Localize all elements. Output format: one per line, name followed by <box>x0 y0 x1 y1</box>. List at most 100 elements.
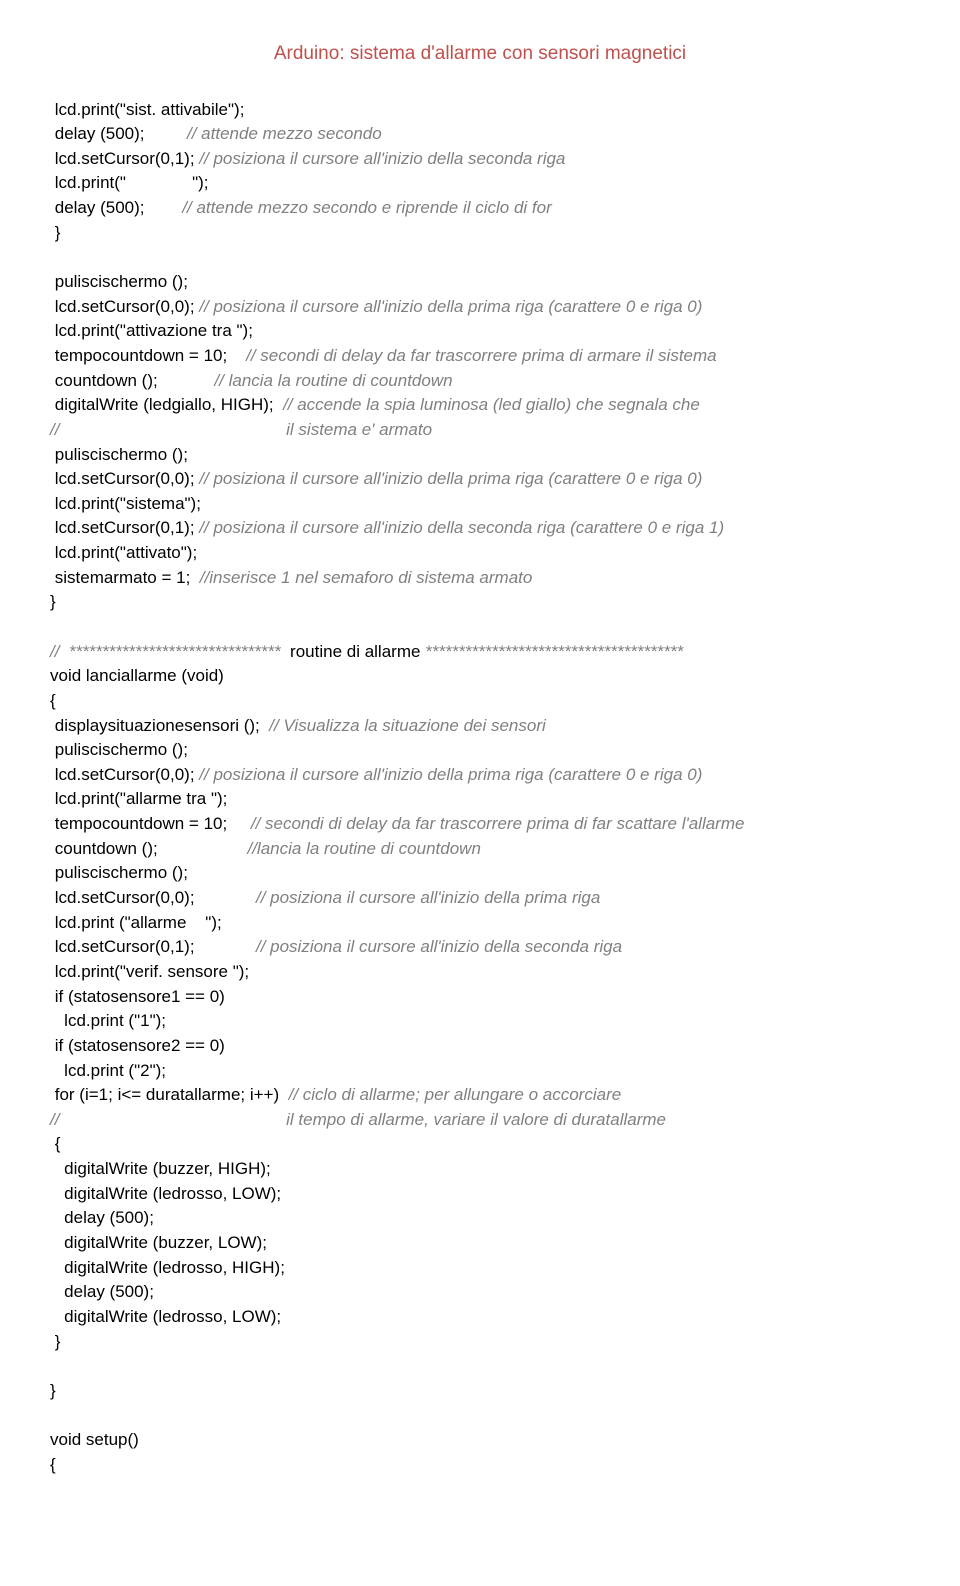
code-line: delay (500); // attende mezzo secondo e … <box>50 196 910 221</box>
code-line: if (statosensore2 == 0) <box>50 1034 910 1059</box>
code-comment: // posiziona il cursore all'inizio della… <box>199 469 702 488</box>
code-text: puliscischermo (); <box>50 740 188 759</box>
code-line: lcd.print("sistema"); <box>50 492 910 517</box>
code-text: displaysituazionesensori (); <box>50 716 269 735</box>
code-text: delay (500); <box>50 198 182 217</box>
code-line: digitalWrite (ledrosso, LOW); <box>50 1182 910 1207</box>
code-text: } <box>50 592 56 611</box>
code-text: lcd.setCursor(0,0); <box>50 888 256 907</box>
code-line: delay (500); // attende mezzo secondo <box>50 122 910 147</box>
code-line: void setup() <box>50 1428 910 1453</box>
code-text: for (i=1; i<= duratallarme; i++) <box>50 1085 289 1104</box>
code-text: void lanciallarme (void) <box>50 666 224 685</box>
code-line: // il tempo di allarme, variare il valor… <box>50 1108 910 1133</box>
code-line: } <box>50 1379 910 1404</box>
code-text: tempocountdown = 10; <box>50 346 246 365</box>
code-line: } <box>50 221 910 246</box>
code-comment: //lancia la routine di countdown <box>247 839 480 858</box>
code-text: digitalWrite (ledrosso, HIGH); <box>50 1258 285 1277</box>
code-text: } <box>50 1381 56 1400</box>
code-line: countdown (); //lancia la routine di cou… <box>50 837 910 862</box>
code-comment: *************************************** <box>420 642 683 661</box>
code-line: lcd.setCursor(0,1); // posiziona il curs… <box>50 935 910 960</box>
code-text: lcd.print("attivazione tra "); <box>50 321 253 340</box>
code-comment: // ******************************** <box>50 642 290 661</box>
code-comment: // accende la spia luminosa (led giallo)… <box>283 395 700 414</box>
code-comment: // posiziona il cursore all'inizio della… <box>199 297 702 316</box>
code-text: lcd.print("sistema"); <box>50 494 201 513</box>
code-line: lcd.print("attivato"); <box>50 541 910 566</box>
code-text: lcd.print ("1"); <box>50 1011 166 1030</box>
code-text: lcd.setCursor(0,0); <box>50 297 199 316</box>
code-text: lcd.setCursor(0,1); <box>50 518 199 537</box>
document-header: Arduino: sistema d'allarme con sensori m… <box>50 40 910 68</box>
code-line: puliscischermo (); <box>50 270 910 295</box>
code-line: puliscischermo (); <box>50 443 910 468</box>
code-text: digitalWrite (buzzer, LOW); <box>50 1233 267 1252</box>
code-line: { <box>50 1132 910 1157</box>
code-text: if (statosensore1 == 0) <box>50 987 225 1006</box>
code-line: lcd.setCursor(0,0); // posiziona il curs… <box>50 886 910 911</box>
code-text <box>50 1356 55 1375</box>
code-line: } <box>50 1330 910 1355</box>
code-line: puliscischermo (); <box>50 861 910 886</box>
code-line <box>50 1354 910 1379</box>
code-text: lcd.print(" "); <box>50 173 209 192</box>
code-text: countdown (); <box>50 371 214 390</box>
code-comment: // posiziona il cursore all'inizio della… <box>199 518 724 537</box>
code-text: { <box>50 691 56 710</box>
code-line: { <box>50 1453 910 1478</box>
code-text: digitalWrite (ledrosso, LOW); <box>50 1184 281 1203</box>
code-comment: // secondi di delay da far trascorrere p… <box>251 814 745 833</box>
code-line: sistemarmato = 1; //inserisce 1 nel sema… <box>50 566 910 591</box>
code-line: delay (500); <box>50 1280 910 1305</box>
code-line: // ******************************** rout… <box>50 640 910 665</box>
code-text: digitalWrite (ledrosso, LOW); <box>50 1307 281 1326</box>
code-comment: // posiziona il cursore all'inizio della… <box>256 888 600 907</box>
code-comment: // il tempo di allarme, variare il valor… <box>50 1110 666 1129</box>
code-line <box>50 1404 910 1429</box>
code-line: lcd.print ("1"); <box>50 1009 910 1034</box>
code-comment: // attende mezzo secondo e riprende il c… <box>182 198 551 217</box>
code-line: tempocountdown = 10; // secondi di delay… <box>50 344 910 369</box>
code-line: digitalWrite (ledrosso, LOW); <box>50 1305 910 1330</box>
code-line: digitalWrite (ledgiallo, HIGH); // accen… <box>50 393 910 418</box>
code-comment: // Visualizza la situazione dei sensori <box>269 716 546 735</box>
code-text: { <box>50 1134 60 1153</box>
code-text: digitalWrite (buzzer, HIGH); <box>50 1159 271 1178</box>
code-text: puliscischermo (); <box>50 272 188 291</box>
code-text: void setup() <box>50 1430 139 1449</box>
code-comment: // posiziona il cursore all'inizio della… <box>199 765 702 784</box>
code-line: // il sistema e' armato <box>50 418 910 443</box>
code-text: delay (500); <box>50 1208 154 1227</box>
code-text: lcd.print("allarme tra "); <box>50 789 227 808</box>
code-text: lcd.print ("allarme "); <box>50 913 222 932</box>
code-text: delay (500); <box>50 124 187 143</box>
code-comment: //inserisce 1 nel semaforo di sistema ar… <box>200 568 533 587</box>
code-text: delay (500); <box>50 1282 154 1301</box>
code-text: lcd.setCursor(0,1); <box>50 149 199 168</box>
code-line: if (statosensore1 == 0) <box>50 985 910 1010</box>
code-line: lcd.print("sist. attivabile"); <box>50 98 910 123</box>
code-text: sistemarmato = 1; <box>50 568 200 587</box>
code-text: digitalWrite (ledgiallo, HIGH); <box>50 395 283 414</box>
code-text: lcd.setCursor(0,0); <box>50 765 199 784</box>
code-line: countdown (); // lancia la routine di co… <box>50 369 910 394</box>
code-text: countdown (); <box>50 839 247 858</box>
code-text: } <box>50 223 60 242</box>
code-line: lcd.print("verif. sensore "); <box>50 960 910 985</box>
code-text: if (statosensore2 == 0) <box>50 1036 225 1055</box>
code-line: lcd.print("allarme tra "); <box>50 787 910 812</box>
code-comment: // attende mezzo secondo <box>187 124 382 143</box>
code-text <box>50 1406 55 1425</box>
code-comment: // ciclo di allarme; per allungare o acc… <box>289 1085 622 1104</box>
code-line: lcd.setCursor(0,0); // posiziona il curs… <box>50 467 910 492</box>
code-comment: // il sistema e' armato <box>50 420 432 439</box>
code-line: void lanciallarme (void) <box>50 664 910 689</box>
code-line: delay (500); <box>50 1206 910 1231</box>
code-line: lcd.setCursor(0,0); // posiziona il curs… <box>50 295 910 320</box>
code-line: } <box>50 590 910 615</box>
code-text: tempocountdown = 10; <box>50 814 251 833</box>
code-text: puliscischermo (); <box>50 445 188 464</box>
code-line: tempocountdown = 10; // secondi di delay… <box>50 812 910 837</box>
